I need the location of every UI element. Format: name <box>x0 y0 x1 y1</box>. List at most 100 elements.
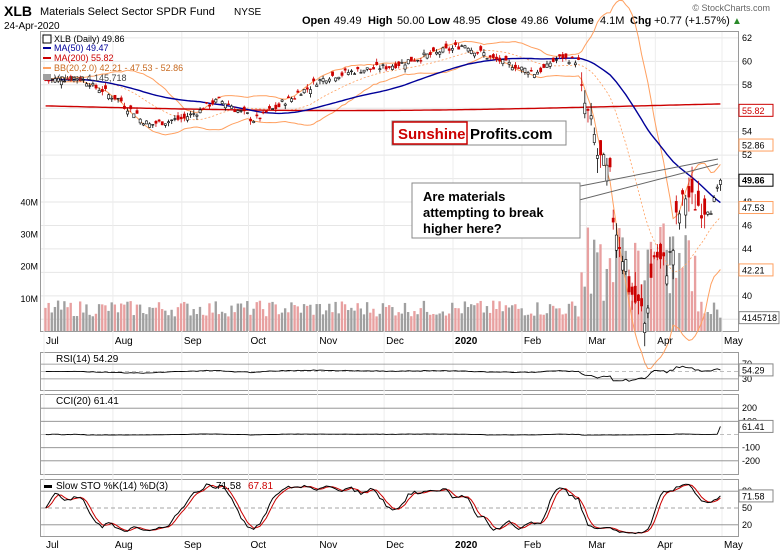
volume-bar <box>195 314 199 331</box>
cci-tick-label: -200 <box>742 456 760 466</box>
candle-body <box>643 323 647 333</box>
x-axis-label: May <box>724 540 743 551</box>
volume-bar <box>460 313 463 331</box>
volume-bar <box>66 307 69 331</box>
candle-body <box>318 79 322 82</box>
volume-bar <box>400 313 403 331</box>
candle-body <box>580 84 584 86</box>
annotation-line-1: Are materials <box>423 189 505 204</box>
volume-bar <box>359 308 363 331</box>
volume-bar <box>624 250 627 331</box>
rsi-label: RSI(14) 54.29 <box>56 354 119 365</box>
annotation-pointer-lower <box>559 163 719 206</box>
volume-bar <box>517 308 520 331</box>
candle-body <box>539 67 543 73</box>
volume-bar <box>132 315 135 331</box>
cci-line <box>45 426 721 436</box>
volume-bar <box>583 286 586 331</box>
price-badge: 55.82 <box>742 106 765 116</box>
volume-bar <box>173 316 176 331</box>
x-axis-label: Jul <box>46 540 59 551</box>
candle-body <box>403 64 407 70</box>
volume-bar <box>668 293 672 331</box>
volume-bar <box>205 315 208 331</box>
volume-tick-label: 40M <box>20 197 38 207</box>
legend-price: XLB (Daily) 49.86 <box>54 34 125 44</box>
legend-ma200: MA(200) 55.82 <box>54 53 114 63</box>
price-candles <box>44 39 722 347</box>
x-axis-label: Mar <box>588 540 606 551</box>
volume-bar <box>473 305 476 331</box>
price-legend: XLB (Daily) 49.86 MA(50) 49.47 MA(200) 5… <box>42 34 183 83</box>
price-tick-label: 40 <box>742 291 752 301</box>
candle-body <box>154 120 158 124</box>
candle-body <box>555 59 558 61</box>
volume-bar <box>97 304 101 331</box>
volume-bar <box>454 308 457 331</box>
price-panel <box>40 31 739 332</box>
candle-body <box>570 56 574 59</box>
volume-bar <box>75 316 79 331</box>
candle-body <box>548 62 552 67</box>
volume-bar <box>287 312 290 331</box>
volume-bar <box>261 309 265 331</box>
candle-body <box>485 58 489 60</box>
candle-body <box>343 68 347 71</box>
sto-k-value: 71.58 <box>216 481 241 492</box>
volume-bar <box>242 307 246 331</box>
candle-body <box>655 251 659 258</box>
candle-body <box>659 243 662 260</box>
ohlc-low-value: 48.95 <box>453 15 481 27</box>
volume-bar <box>687 240 690 331</box>
candle-body <box>712 197 716 202</box>
candle-body <box>211 100 215 105</box>
volume-bar <box>249 314 252 331</box>
volume-tick-label: 30M <box>20 229 38 239</box>
candle-body <box>586 108 590 111</box>
rsi-tick-label: 30 <box>742 374 752 384</box>
volume-bar <box>63 301 66 331</box>
volume-bar <box>265 316 268 331</box>
candle-body <box>529 70 533 72</box>
candle-body <box>69 76 73 81</box>
volume-badge-frame <box>738 311 780 325</box>
logo-sunshine-text: Sunshine <box>398 126 466 143</box>
candle-body <box>236 110 240 113</box>
volume-bar <box>652 255 656 331</box>
volume-bar <box>60 309 63 331</box>
cci-tick-label: -100 <box>742 443 760 453</box>
volume-bar <box>129 301 132 331</box>
volume-bar <box>337 313 340 331</box>
volume-bar <box>255 302 258 331</box>
volume-bar <box>416 314 419 331</box>
candle-body <box>249 118 252 122</box>
candle-body <box>195 114 199 117</box>
volume-bar <box>700 301 703 331</box>
candle-body <box>305 87 309 90</box>
volume-bar <box>451 302 454 331</box>
candle-body <box>220 101 224 104</box>
x-axis-label: May <box>724 336 743 347</box>
volume-bar <box>403 302 407 331</box>
candle-body <box>132 113 136 119</box>
candle-body <box>463 45 467 49</box>
annotation-pointer-upper <box>559 158 719 191</box>
volume-bar <box>520 308 523 331</box>
x-axis-label: Oct <box>251 540 267 551</box>
price-tick-label: 54 <box>742 127 752 137</box>
legend-swatch-volume <box>43 74 51 80</box>
x-axis-label: Nov <box>319 336 337 347</box>
volume-bar <box>422 300 426 331</box>
candle-body <box>302 89 306 94</box>
annotation-box <box>411 182 581 239</box>
candle-body <box>179 116 183 120</box>
bb-upper-line <box>45 0 721 220</box>
volume-bar <box>53 306 57 331</box>
candle-body <box>75 78 79 81</box>
candle-body <box>589 115 593 120</box>
volume-bar <box>630 300 634 331</box>
candle-body <box>674 201 678 213</box>
price-badge-frame <box>738 263 774 277</box>
candle-body <box>170 119 174 121</box>
